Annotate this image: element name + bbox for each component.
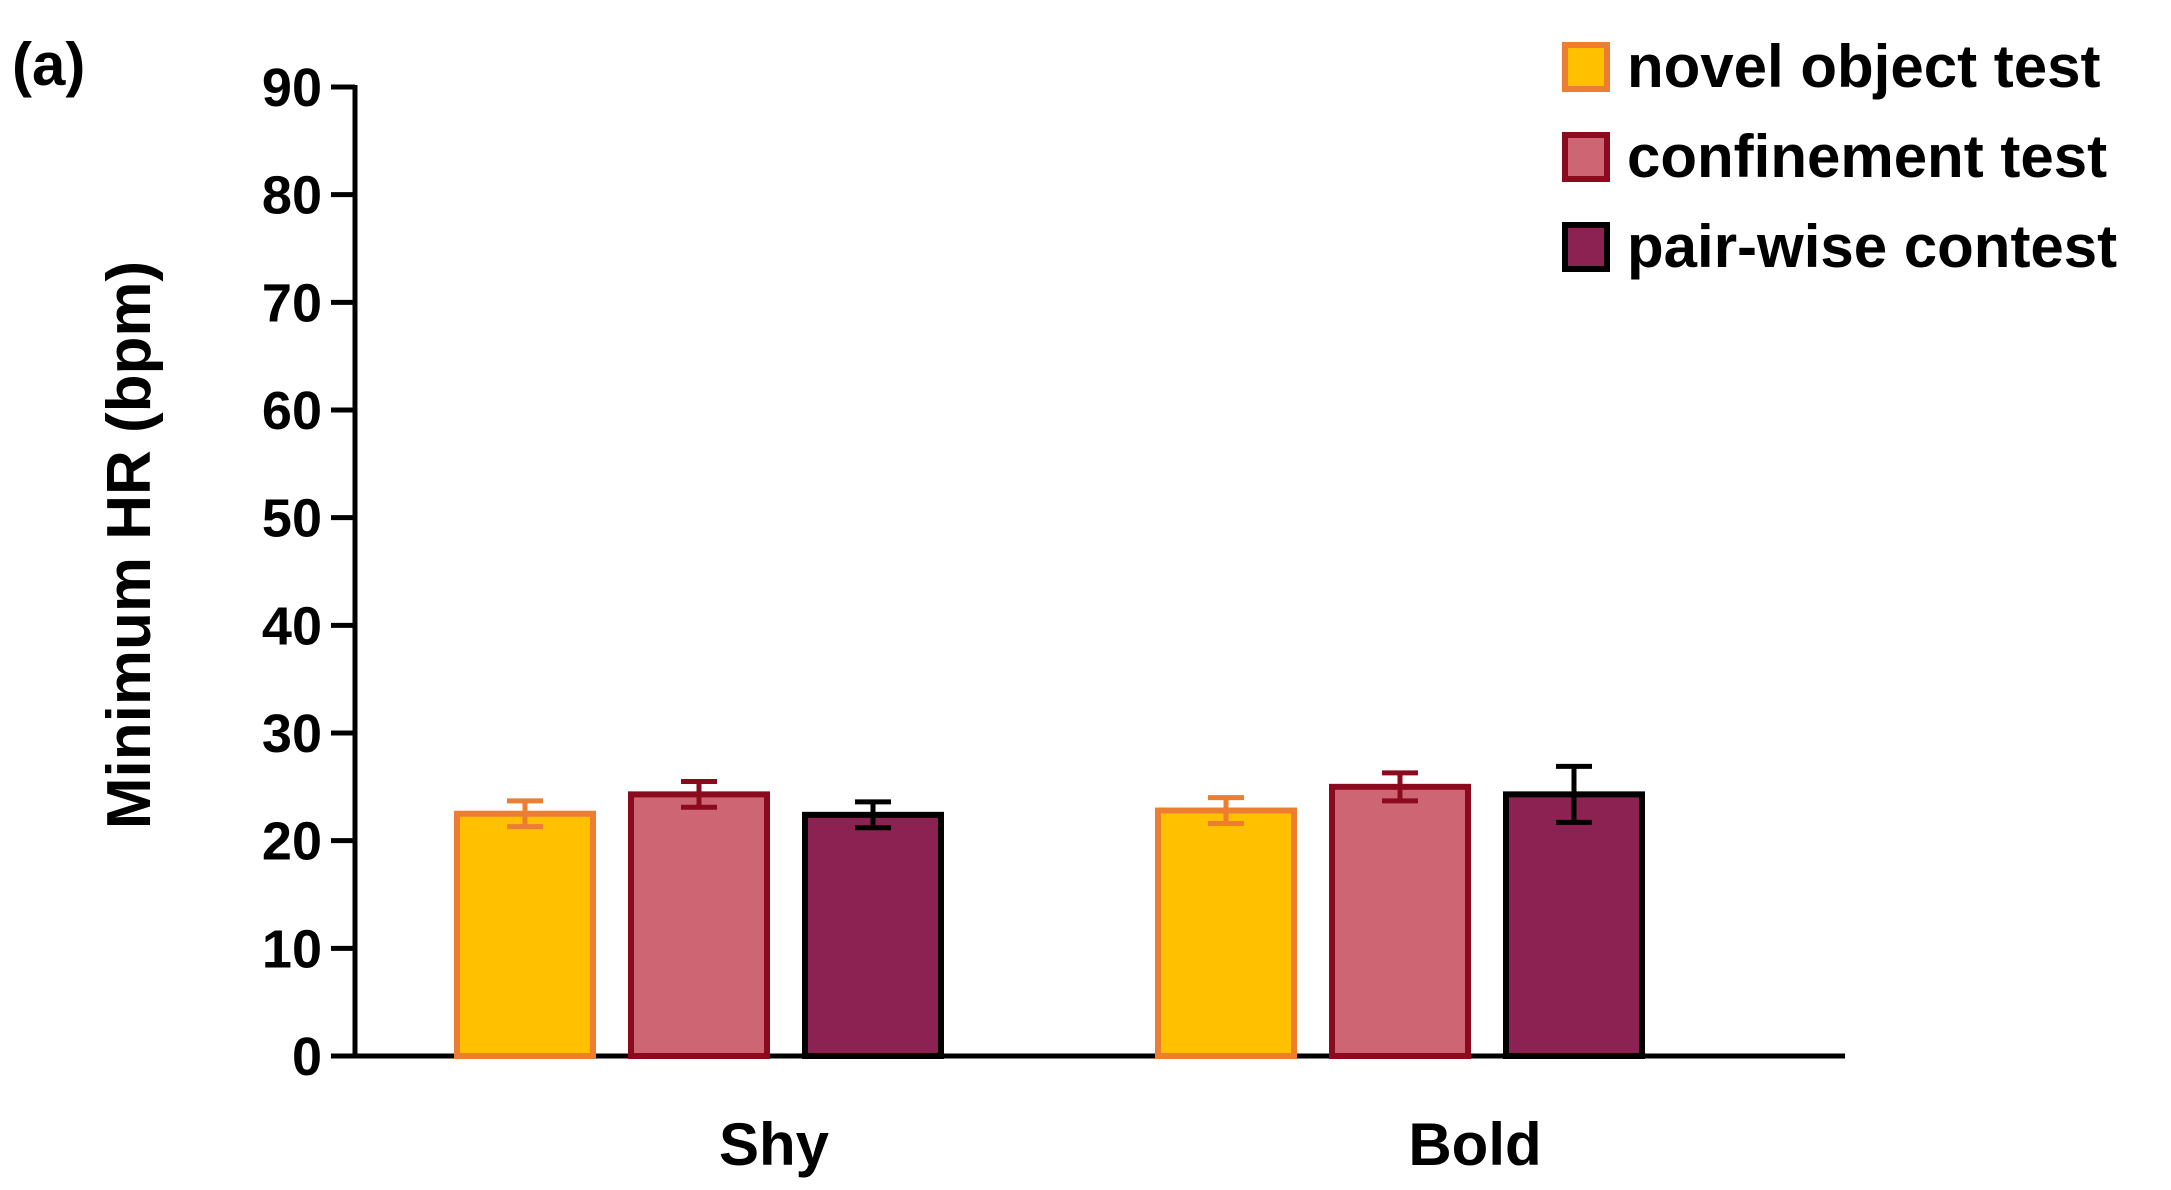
y-tick-label: 40 bbox=[262, 596, 322, 656]
bar bbox=[1329, 783, 1471, 1059]
legend-swatch bbox=[1562, 222, 1610, 272]
y-tick-label: 0 bbox=[292, 1027, 322, 1087]
y-tick-label: 10 bbox=[262, 919, 322, 979]
bar bbox=[1503, 791, 1645, 1059]
y-tick-label: 50 bbox=[262, 489, 322, 549]
legend: novel object test confinement test pair-wi… bbox=[1562, 33, 2117, 280]
x-axis: Shy Bold bbox=[331, 1053, 1845, 1178]
y-axis-title: Minimum HR (bpm) bbox=[95, 261, 164, 829]
legend-swatch bbox=[1562, 42, 1610, 92]
bars-group bbox=[454, 763, 1645, 1060]
legend-swatch bbox=[1562, 132, 1610, 182]
panel-label: (a) bbox=[12, 31, 85, 98]
x-category-label: Shy bbox=[719, 1111, 830, 1178]
legend-label: pair-wise contest bbox=[1627, 213, 2117, 280]
y-tick-label: 20 bbox=[262, 812, 322, 872]
y-tick-label: 60 bbox=[262, 381, 322, 441]
y-tick-label: 70 bbox=[262, 273, 322, 333]
y-tick-label: 90 bbox=[262, 58, 322, 118]
bar bbox=[628, 791, 770, 1059]
legend-label: novel object test bbox=[1627, 33, 2100, 100]
y-tick-label: 30 bbox=[262, 704, 322, 764]
y-tick-label: 80 bbox=[262, 166, 322, 226]
y-axis: 0 10 20 30 40 50 60 70 80 90 bbox=[262, 58, 358, 1087]
bar bbox=[802, 811, 944, 1059]
x-category-label: Bold bbox=[1408, 1111, 1541, 1178]
bar bbox=[454, 810, 596, 1059]
legend-label: confinement test bbox=[1627, 123, 2107, 190]
bar bbox=[1155, 807, 1297, 1060]
